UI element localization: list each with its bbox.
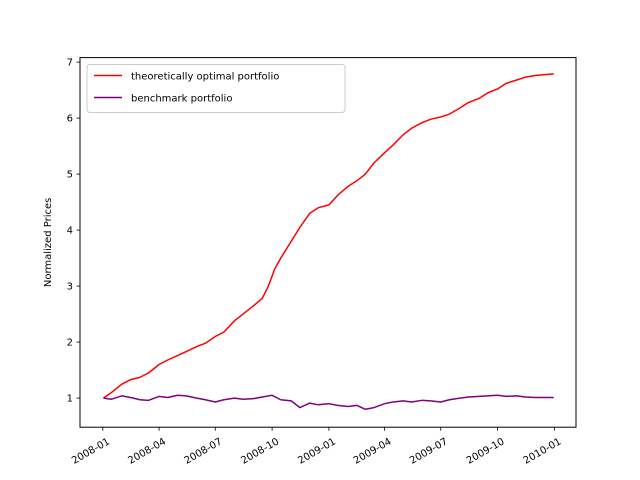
y-tick-label-2: 3 — [67, 282, 73, 293]
y-tick-label-5: 6 — [67, 114, 73, 125]
y-axis-label: Normalized Prices — [43, 198, 54, 288]
y-tick-label-1: 2 — [67, 338, 73, 349]
plot-frame — [79, 57, 577, 428]
y-axis: 1 2 3 4 5 6 7 — [67, 58, 80, 405]
legend-box — [86, 64, 346, 113]
legend-label-0: theoretically optimal portfolio — [131, 72, 279, 83]
series-line-0 — [103, 73, 554, 399]
y-tick-label-6: 7 — [67, 58, 73, 69]
legend-label-1: benchmark portfolio — [131, 94, 232, 105]
y-tick-label-3: 4 — [67, 226, 73, 237]
series-line-1 — [103, 394, 554, 411]
y-tick-label-0: 1 — [67, 394, 73, 405]
series-layer — [103, 73, 554, 411]
y-tick-label-4: 5 — [67, 170, 73, 181]
legend: theoretically optimal portfolio benchmark… — [86, 64, 346, 113]
